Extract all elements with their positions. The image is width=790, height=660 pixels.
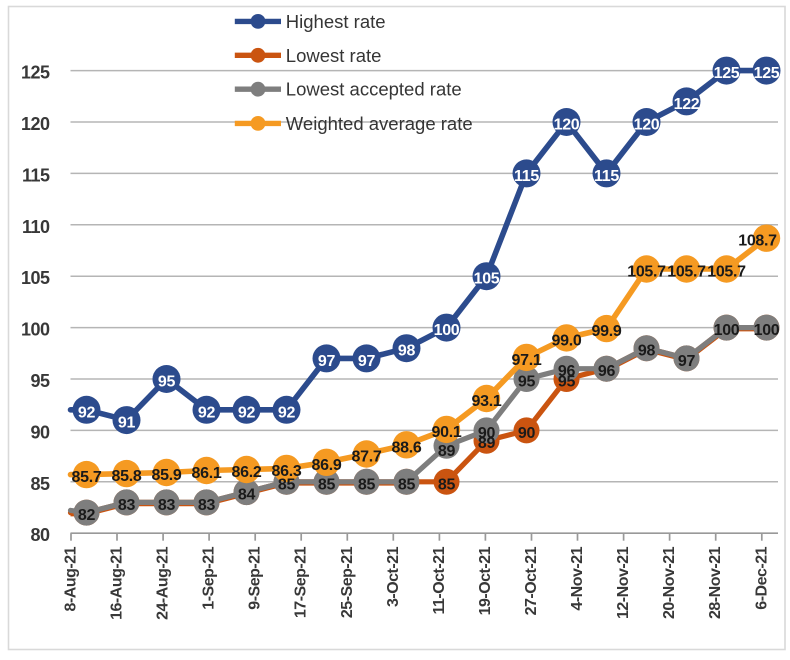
svg-text:86.1: 86.1 [192, 465, 222, 482]
svg-text:122: 122 [674, 96, 700, 113]
svg-text:115: 115 [22, 165, 50, 185]
svg-text:115: 115 [594, 168, 619, 185]
svg-text:90: 90 [30, 422, 50, 442]
svg-text:92: 92 [78, 404, 96, 421]
svg-text:115: 115 [514, 168, 539, 185]
svg-text:125: 125 [21, 63, 50, 83]
svg-text:87.7: 87.7 [352, 449, 382, 466]
svg-text:105.7: 105.7 [707, 264, 746, 281]
svg-text:90.1: 90.1 [432, 424, 462, 441]
svg-text:20-Nov-21: 20-Nov-21 [661, 546, 678, 619]
svg-text:99.0: 99.0 [552, 332, 582, 349]
svg-text:85.8: 85.8 [112, 468, 142, 485]
svg-text:93.1: 93.1 [472, 393, 502, 410]
svg-text:85: 85 [30, 474, 50, 494]
svg-text:100: 100 [754, 322, 780, 339]
svg-text:84: 84 [238, 487, 256, 504]
svg-text:120: 120 [634, 117, 660, 134]
svg-text:95: 95 [158, 374, 176, 391]
svg-text:1-Sep-21: 1-Sep-21 [201, 546, 218, 609]
svg-text:16-Aug-21: 16-Aug-21 [109, 546, 126, 619]
svg-text:Lowest accepted rate: Lowest accepted rate [286, 79, 462, 100]
svg-text:97: 97 [678, 353, 696, 370]
svg-text:24-Aug-21: 24-Aug-21 [155, 546, 172, 619]
svg-text:96: 96 [598, 363, 616, 380]
svg-text:120: 120 [554, 117, 580, 134]
svg-text:105: 105 [21, 268, 50, 288]
svg-text:86.2: 86.2 [232, 464, 262, 481]
svg-text:17-Sep-21: 17-Sep-21 [293, 546, 310, 618]
svg-text:85.9: 85.9 [152, 467, 182, 484]
svg-text:4-Nov-21: 4-Nov-21 [569, 546, 586, 610]
svg-text:85: 85 [318, 476, 336, 493]
svg-text:89: 89 [438, 443, 456, 460]
svg-text:98: 98 [638, 343, 656, 360]
svg-text:95: 95 [30, 371, 50, 391]
svg-text:86.9: 86.9 [312, 457, 342, 474]
svg-text:83: 83 [118, 497, 136, 514]
svg-text:95: 95 [558, 374, 576, 391]
svg-text:27-Oct-21: 27-Oct-21 [523, 546, 540, 615]
svg-text:8-Aug-21: 8-Aug-21 [63, 546, 80, 611]
svg-text:125: 125 [714, 65, 740, 82]
svg-text:110: 110 [22, 217, 50, 237]
svg-text:6-Dec-21: 6-Dec-21 [753, 546, 770, 609]
svg-text:85: 85 [398, 476, 416, 493]
svg-text:88.6: 88.6 [392, 439, 422, 456]
svg-text:92: 92 [238, 404, 256, 421]
svg-text:25-Sep-21: 25-Sep-21 [339, 546, 356, 618]
svg-text:12-Nov-21: 12-Nov-21 [615, 546, 632, 619]
svg-text:108.7: 108.7 [738, 233, 777, 250]
svg-text:95: 95 [518, 374, 536, 391]
svg-text:Lowest rate: Lowest rate [286, 45, 382, 66]
svg-text:Highest rate: Highest rate [286, 11, 386, 32]
svg-text:92: 92 [198, 404, 216, 421]
svg-text:28-Nov-21: 28-Nov-21 [707, 546, 724, 619]
svg-text:85: 85 [278, 476, 296, 493]
svg-text:92: 92 [278, 404, 296, 421]
svg-text:100: 100 [714, 322, 740, 339]
svg-text:85: 85 [438, 476, 456, 493]
svg-text:86.3: 86.3 [272, 463, 302, 480]
svg-text:3-Oct-21: 3-Oct-21 [385, 546, 402, 607]
svg-text:90: 90 [518, 425, 536, 442]
svg-text:100: 100 [21, 320, 50, 340]
svg-text:82: 82 [78, 507, 96, 524]
svg-text:11-Oct-21: 11-Oct-21 [431, 546, 448, 614]
svg-text:100: 100 [434, 322, 460, 339]
svg-text:19-Oct-21: 19-Oct-21 [477, 546, 494, 615]
svg-text:97.1: 97.1 [512, 352, 542, 369]
svg-text:85: 85 [358, 476, 376, 493]
svg-text:96: 96 [558, 363, 576, 380]
svg-text:80: 80 [30, 525, 50, 545]
svg-text:91: 91 [118, 415, 136, 432]
svg-text:83: 83 [198, 497, 216, 514]
svg-text:105.7: 105.7 [627, 264, 666, 281]
svg-text:98: 98 [398, 343, 416, 360]
svg-text:120: 120 [21, 114, 50, 134]
svg-text:125: 125 [754, 65, 780, 82]
svg-text:89: 89 [478, 435, 496, 452]
svg-text:83: 83 [158, 497, 176, 514]
svg-text:105: 105 [474, 271, 500, 288]
svg-text:90: 90 [478, 425, 496, 442]
svg-text:105.7: 105.7 [667, 264, 706, 281]
svg-text:97: 97 [358, 353, 376, 370]
svg-text:Weighted average rate: Weighted average rate [286, 113, 473, 134]
svg-text:85.7: 85.7 [72, 469, 102, 486]
svg-text:97: 97 [318, 353, 336, 370]
svg-text:9-Sep-21: 9-Sep-21 [247, 546, 264, 609]
svg-text:99.9: 99.9 [592, 323, 622, 340]
